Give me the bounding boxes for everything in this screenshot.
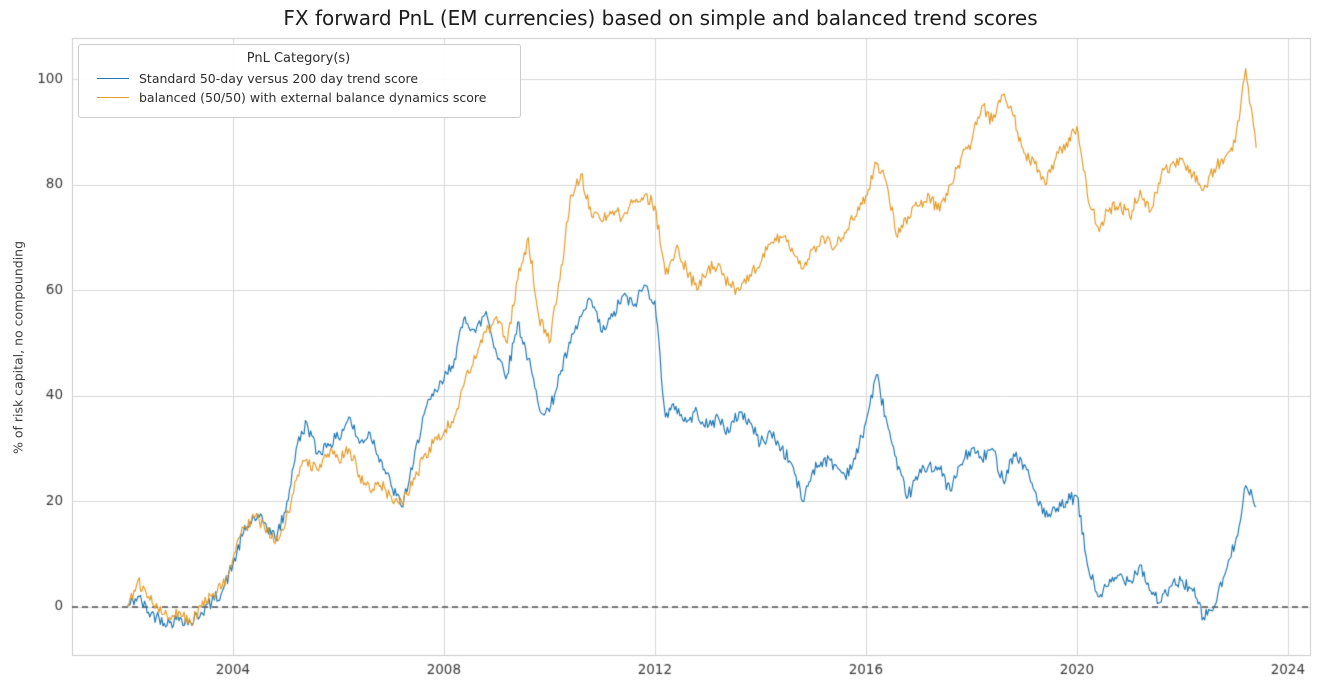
chart-title: FX forward PnL (EM currencies) based on … [283,6,1038,30]
legend-label: Standard 50-day versus 200 day trend sco… [139,71,419,86]
legend: PnL Category(s) Standard 50-day versus 2… [78,44,521,118]
line-swatch-icon [97,78,129,79]
legend-item: Standard 50-day versus 200 day trend sco… [97,71,506,86]
legend-item: balanced (50/50) with external balance d… [97,90,506,105]
y-axis-label: % of risk capital, no compounding [10,240,26,455]
line-swatch-icon [97,97,129,98]
legend-label: balanced (50/50) with external balance d… [139,90,487,105]
legend-title: PnL Category(s) [246,51,351,66]
